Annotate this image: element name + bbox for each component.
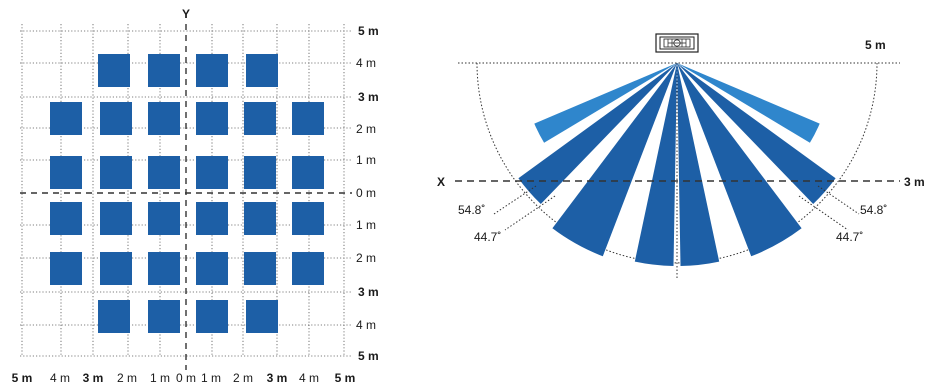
detection-zone bbox=[100, 202, 132, 235]
column-distance-label: 1 m bbox=[201, 371, 221, 385]
detection-zones bbox=[50, 54, 324, 333]
row-distance-label: 2 m bbox=[356, 122, 376, 136]
detection-zone bbox=[196, 252, 228, 285]
row-distance-label: 3 m bbox=[358, 90, 379, 104]
row-distance-label: 1 m bbox=[356, 153, 376, 167]
column-distance-label: 4 m bbox=[50, 371, 70, 385]
detection-zone bbox=[246, 300, 278, 333]
detection-zone bbox=[244, 252, 276, 285]
angle-leader-inner-left bbox=[493, 185, 537, 215]
side-view-coverage-fan: X 5 m 3 m 54.8˚ 44.7˚ 54.8˚ 44.7˚ bbox=[437, 33, 925, 280]
detection-zone bbox=[244, 202, 276, 235]
detection-zone bbox=[196, 102, 228, 135]
row-distance-label: 2 m bbox=[356, 251, 376, 265]
row-distance-label: 0 m bbox=[356, 186, 376, 200]
angle-leader-outer-right bbox=[798, 195, 849, 231]
detection-zone bbox=[148, 252, 180, 285]
detection-beam bbox=[677, 63, 802, 257]
detection-zone bbox=[148, 54, 180, 87]
detection-beam bbox=[677, 63, 836, 204]
row-distance-label: 1 m bbox=[356, 218, 376, 232]
row-distance-label: 4 m bbox=[356, 56, 376, 70]
angle-label-outer-right: 44.7˚ bbox=[836, 230, 863, 244]
angle-leader-outer-left bbox=[504, 195, 556, 231]
row-distance-label: 5 m bbox=[358, 349, 379, 363]
row-distance-label: 4 m bbox=[356, 318, 376, 332]
column-distance-label: 3 m bbox=[267, 371, 288, 385]
detection-zone bbox=[196, 300, 228, 333]
grid-vertical-lines bbox=[21, 24, 345, 356]
detection-beams bbox=[518, 63, 836, 266]
detection-zone bbox=[100, 156, 132, 189]
detection-zone bbox=[148, 156, 180, 189]
detection-zone bbox=[292, 252, 324, 285]
column-distance-label: 5 m bbox=[12, 371, 33, 385]
column-distance-label: 4 m bbox=[299, 371, 319, 385]
detection-zone bbox=[148, 102, 180, 135]
pir-sensor-icon bbox=[655, 33, 699, 53]
y-axis-label: Y bbox=[182, 7, 190, 21]
row-distance-label: 3 m bbox=[358, 285, 379, 299]
detection-zone bbox=[50, 202, 82, 235]
detection-zone bbox=[196, 156, 228, 189]
detection-zone bbox=[50, 102, 82, 135]
detection-zone bbox=[100, 102, 132, 135]
detection-zone bbox=[148, 202, 180, 235]
x-axis-label: X bbox=[437, 175, 445, 189]
detection-zone bbox=[98, 54, 130, 87]
column-distance-label: 5 m bbox=[335, 371, 356, 385]
angle-label-inner-right: 54.8˚ bbox=[860, 203, 887, 217]
detection-zone bbox=[98, 300, 130, 333]
angle-label-outer-left: 44.7˚ bbox=[474, 230, 501, 244]
detection-zone bbox=[244, 156, 276, 189]
detection-zone bbox=[148, 300, 180, 333]
detection-zone bbox=[244, 102, 276, 135]
detection-zone bbox=[100, 252, 132, 285]
angle-leader-inner-right bbox=[817, 185, 860, 215]
detection-beam bbox=[534, 63, 677, 143]
detection-zone bbox=[196, 54, 228, 87]
max-range-arc bbox=[476, 62, 878, 264]
detection-beam bbox=[677, 63, 720, 266]
range-right-label: 3 m bbox=[904, 175, 925, 189]
column-distance-label: 1 m bbox=[150, 371, 170, 385]
row-distance-labels: 5 m 4 m 3 m 2 m 1 m 0 m 1 m 2 m 3 m 4 m 5 m bbox=[356, 24, 379, 363]
angle-label-inner-left: 54.8˚ bbox=[458, 203, 485, 217]
column-distance-label: 2 m bbox=[117, 371, 137, 385]
detection-zone bbox=[292, 202, 324, 235]
detection-beam bbox=[518, 63, 677, 204]
top-view-coverage-grid: Y 5 m 4 m 3 m 2 m 1 m 0 m 1 m 2 m 3 m 4 m 5 m 5 m 4… bbox=[12, 7, 379, 385]
detection-zone bbox=[196, 202, 228, 235]
column-distance-label: 2 m bbox=[233, 371, 253, 385]
column-distance-label: 0 m bbox=[176, 371, 196, 385]
column-distance-labels: 5 m 4 m 3 m 2 m 1 m 0 m 1 m 2 m 3 m 4 m 5 m bbox=[12, 371, 356, 385]
detection-zone bbox=[50, 156, 82, 189]
detection-beam bbox=[634, 63, 677, 266]
row-distance-label: 5 m bbox=[358, 24, 379, 38]
detection-zone bbox=[50, 252, 82, 285]
column-distance-label: 3 m bbox=[83, 371, 104, 385]
range-top-label: 5 m bbox=[865, 38, 886, 52]
detection-beam bbox=[677, 63, 820, 143]
detection-beam bbox=[552, 63, 677, 257]
detection-zone bbox=[246, 54, 278, 87]
detection-zone bbox=[292, 102, 324, 135]
detection-zone bbox=[292, 156, 324, 189]
